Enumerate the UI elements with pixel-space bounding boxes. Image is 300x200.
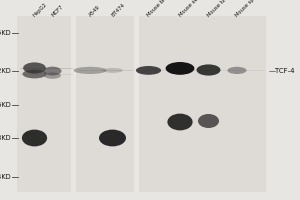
Ellipse shape	[22, 130, 47, 146]
Text: 43KD: 43KD	[0, 135, 11, 141]
Ellipse shape	[196, 64, 220, 76]
Ellipse shape	[102, 68, 123, 73]
Ellipse shape	[23, 62, 46, 74]
Text: MCF7: MCF7	[50, 4, 64, 18]
Text: HepG2: HepG2	[32, 2, 49, 18]
Ellipse shape	[99, 130, 126, 146]
Text: 95KD: 95KD	[0, 30, 11, 36]
Text: Mouse spleen: Mouse spleen	[235, 0, 264, 18]
Text: 72KD: 72KD	[0, 68, 11, 74]
Text: —TCF-4: —TCF-4	[268, 68, 295, 74]
Ellipse shape	[22, 70, 46, 78]
Ellipse shape	[136, 66, 161, 75]
Text: Mouse brain: Mouse brain	[146, 0, 173, 18]
Ellipse shape	[198, 114, 219, 128]
Ellipse shape	[166, 62, 194, 75]
Ellipse shape	[74, 67, 106, 74]
Text: A549: A549	[88, 5, 101, 18]
Text: Mouse lung: Mouse lung	[206, 0, 231, 18]
Ellipse shape	[227, 67, 247, 74]
Ellipse shape	[167, 114, 193, 130]
Bar	[71, 16, 76, 192]
Bar	[16, 16, 266, 192]
Text: 34KD: 34KD	[0, 174, 11, 180]
Text: 55KD: 55KD	[0, 102, 11, 108]
Ellipse shape	[44, 72, 61, 79]
Text: Mouse skeletal muscle: Mouse skeletal muscle	[178, 0, 224, 18]
Text: BT474: BT474	[110, 2, 126, 18]
Ellipse shape	[44, 67, 62, 75]
Bar	[134, 16, 139, 192]
